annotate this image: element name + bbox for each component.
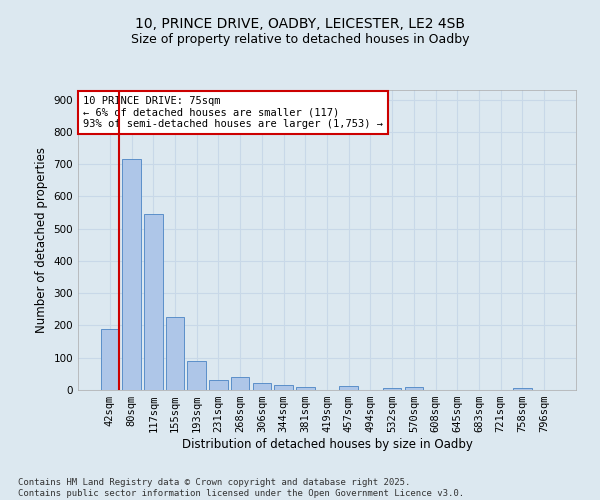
- Bar: [231, 377, 250, 390]
- Bar: [274, 385, 293, 390]
- Text: Size of property relative to detached houses in Oadby: Size of property relative to detached ho…: [131, 32, 469, 46]
- Bar: [101, 328, 119, 390]
- Text: 10 PRINCE DRIVE: 75sqm
← 6% of detached houses are smaller (117)
93% of semi-det: 10 PRINCE DRIVE: 75sqm ← 6% of detached …: [83, 96, 383, 129]
- Bar: [144, 214, 163, 390]
- Bar: [166, 318, 184, 390]
- Text: 10, PRINCE DRIVE, OADBY, LEICESTER, LE2 4SB: 10, PRINCE DRIVE, OADBY, LEICESTER, LE2 …: [135, 18, 465, 32]
- Bar: [253, 382, 271, 390]
- X-axis label: Distribution of detached houses by size in Oadby: Distribution of detached houses by size …: [182, 438, 472, 451]
- Bar: [513, 388, 532, 390]
- Bar: [340, 386, 358, 390]
- Bar: [122, 160, 141, 390]
- Bar: [404, 388, 423, 390]
- Bar: [383, 388, 401, 390]
- Bar: [187, 361, 206, 390]
- Bar: [296, 387, 314, 390]
- Bar: [209, 380, 227, 390]
- Y-axis label: Number of detached properties: Number of detached properties: [35, 147, 48, 333]
- Text: Contains HM Land Registry data © Crown copyright and database right 2025.
Contai: Contains HM Land Registry data © Crown c…: [18, 478, 464, 498]
